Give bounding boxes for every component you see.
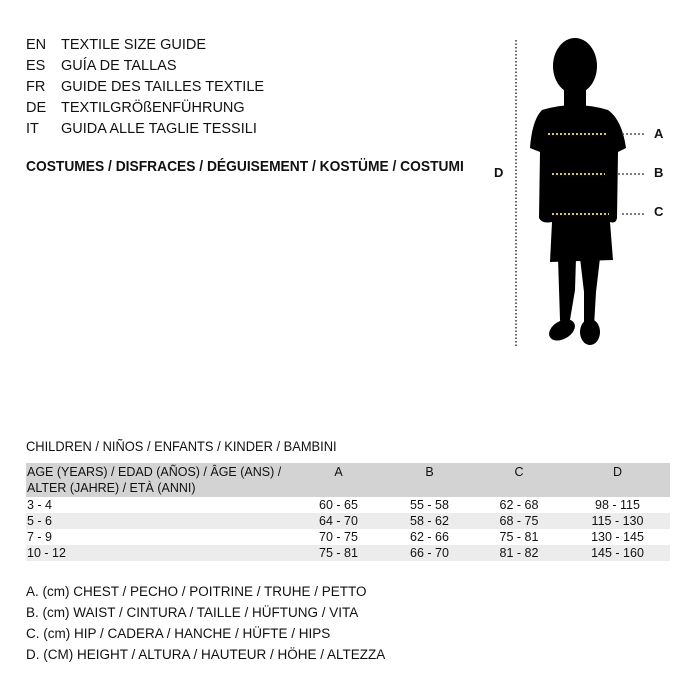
col-c-header: C (473, 463, 564, 497)
cell-b: 58 - 62 (385, 513, 473, 529)
table-row: 7 - 9 70 - 75 62 - 66 75 - 81 130 - 145 (26, 529, 670, 545)
label-b: B (654, 165, 664, 180)
cell-c: 68 - 75 (473, 513, 564, 529)
label-d: D (494, 165, 504, 180)
size-table: AGE (YEARS) / EDAD (AÑOS) / ÂGE (ANS) / A… (26, 463, 670, 561)
cell-b: 66 - 70 (385, 545, 473, 561)
child-silhouette (530, 38, 626, 345)
age-header: AGE (YEARS) / EDAD (AÑOS) / ÂGE (ANS) / A… (26, 463, 291, 497)
measure-lines (548, 133, 645, 215)
cell-a: 64 - 70 (291, 513, 385, 529)
guide-title: GUIDA ALLE TAGLIE TESSILI (61, 121, 257, 137)
child-silhouette-figure (515, 38, 645, 346)
cell-d: 98 - 115 (595, 498, 640, 512)
legend-item-hip: C. (cm) HIP / CADERA / HANCHE / HÜFTE / … (26, 626, 331, 641)
cell-c: 75 - 81 (499, 530, 539, 544)
age-cell: 7 - 9 (27, 530, 53, 544)
cell-a: 75 - 81 (291, 545, 385, 561)
label-a: A (654, 126, 664, 141)
cell-d: 130 - 145 (591, 530, 644, 544)
lang-code: EN (26, 37, 47, 53)
col-d-header: D (564, 463, 670, 497)
table-title: CHILDREN / NIÑOS / ENFANTS / KINDER / BA… (26, 438, 337, 454)
col-b-header: B (385, 463, 473, 497)
table-header-row: AGE (YEARS) / EDAD (AÑOS) / ÂGE (ANS) / A… (26, 463, 670, 497)
cell-d: 115 - 130 (564, 513, 670, 529)
col-a-header: A (291, 463, 385, 497)
guide-title: TEXTILGRÖßENFÜHRUNG (61, 100, 245, 116)
category-heading: COSTUMES / DISFRACES / DÉGUISEMENT / KOS… (26, 158, 464, 175)
guide-title: GUÍA DE TALLAS (61, 58, 177, 74)
legend-item-height: D. (CM) HEIGHT / ALTURA / HAUTEUR / HÖHE… (26, 647, 386, 662)
label-c: C (654, 204, 664, 219)
cell-b: 62 - 66 (410, 530, 449, 544)
table-row: 10 - 12 75 - 81 66 - 70 81 - 82 145 - 16… (26, 545, 670, 561)
table-row: 3 - 4 60 - 65 55 - 58 62 - 68 98 - 115 (26, 497, 670, 513)
cell-c: 62 - 68 (499, 498, 539, 512)
cell-c: 81 - 82 (473, 545, 564, 561)
guide-title: TEXTILE SIZE GUIDE (61, 37, 207, 53)
cell-b: 55 - 58 (410, 498, 449, 512)
lang-code: ES (26, 58, 46, 74)
age-cell: 5 - 6 (26, 513, 291, 529)
legend-item-chest: A. (cm) CHEST / PECHO / POITRINE / TRUHE… (26, 584, 367, 599)
cell-d: 145 - 160 (564, 545, 670, 561)
legend-item-waist: B. (cm) WAIST / CINTURA / TAILLE / HÜFTU… (26, 605, 359, 620)
lang-code: DE (26, 100, 47, 116)
lang-code: IT (26, 121, 39, 137)
guide-title: GUIDE DES TAILLES TEXTILE (61, 79, 265, 95)
cell-a: 70 - 75 (319, 530, 358, 544)
table-row: 5 - 6 64 - 70 58 - 62 68 - 75 115 - 130 (26, 513, 670, 529)
lang-code: FR (26, 79, 46, 95)
cell-a: 60 - 65 (319, 498, 358, 512)
age-cell: 10 - 12 (26, 545, 291, 561)
age-cell: 3 - 4 (27, 498, 53, 512)
